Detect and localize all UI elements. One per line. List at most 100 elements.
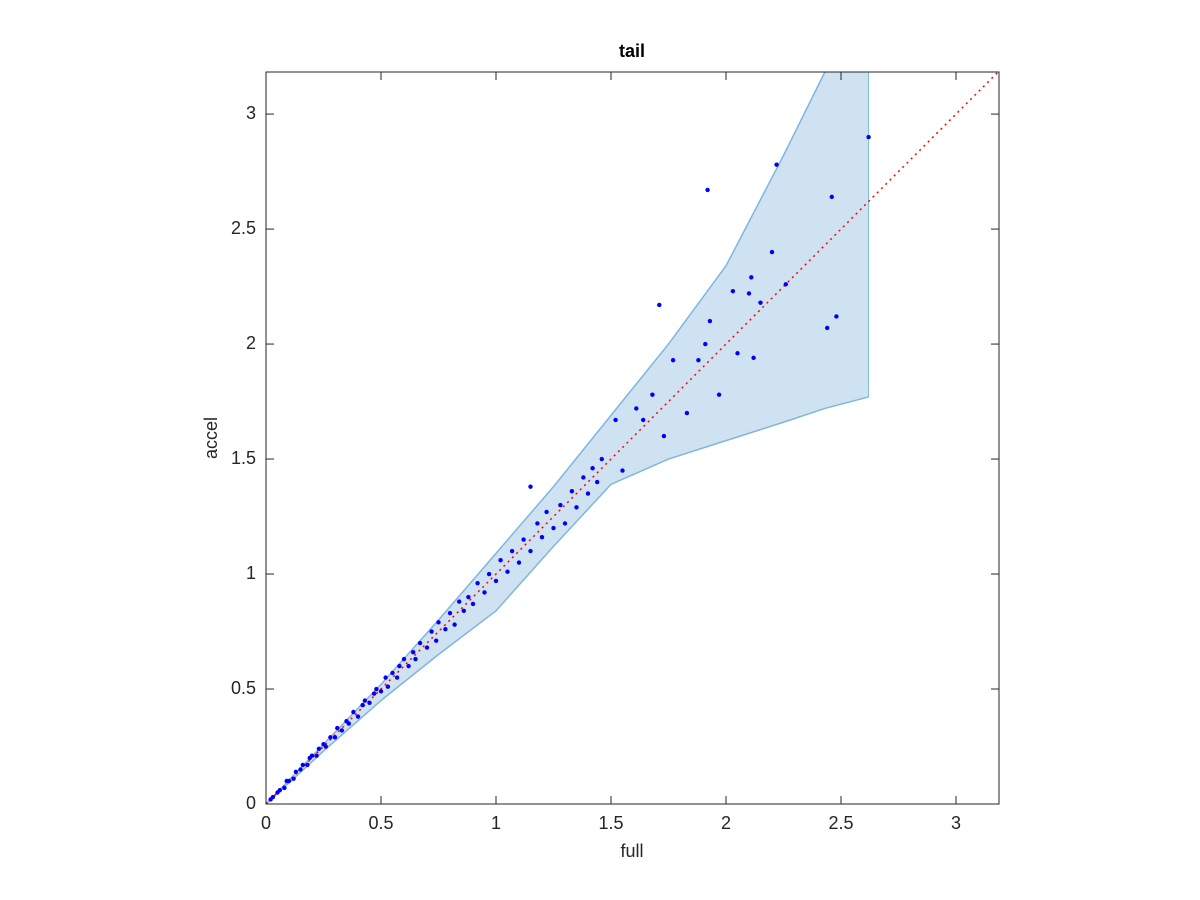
point — [640, 417, 646, 423]
point — [413, 656, 418, 662]
point — [470, 601, 476, 607]
point — [332, 735, 338, 740]
point — [270, 794, 276, 800]
point — [452, 622, 457, 627]
x-tick-label: 0.5 — [368, 813, 393, 833]
point — [581, 475, 586, 480]
plot-area — [266, 72, 999, 804]
point — [657, 302, 662, 308]
point — [355, 714, 361, 719]
point — [746, 291, 752, 296]
point — [397, 663, 402, 669]
point — [293, 769, 299, 775]
point — [774, 162, 779, 167]
point — [385, 684, 391, 689]
point — [346, 721, 351, 726]
point — [406, 663, 411, 669]
point — [401, 656, 407, 662]
point — [829, 194, 834, 200]
point — [383, 675, 388, 680]
point — [475, 581, 480, 586]
point — [360, 702, 365, 708]
point — [684, 410, 690, 416]
point — [410, 650, 416, 655]
point — [516, 560, 522, 565]
point — [620, 468, 625, 473]
point — [735, 351, 740, 356]
point — [749, 275, 754, 280]
point — [769, 249, 775, 255]
point — [298, 767, 303, 772]
y-tick-label: 3 — [246, 103, 256, 123]
point — [562, 521, 568, 526]
point — [716, 392, 722, 397]
point — [783, 282, 788, 287]
point — [670, 357, 676, 363]
point — [351, 709, 356, 715]
y-tick-label: 0.5 — [231, 678, 256, 698]
point — [300, 762, 305, 768]
point — [613, 417, 618, 423]
point — [433, 638, 439, 643]
point — [394, 675, 400, 680]
point — [367, 700, 372, 706]
chart-title: tail — [619, 41, 645, 61]
point — [539, 535, 545, 540]
y-tick-label: 1 — [246, 563, 256, 583]
y-tick-label: 2.5 — [231, 218, 256, 238]
y-tick-label: 2 — [246, 333, 256, 353]
point — [417, 640, 423, 646]
point — [590, 466, 595, 471]
point — [521, 537, 526, 542]
point — [650, 392, 655, 397]
point — [282, 785, 287, 791]
point — [558, 502, 563, 508]
point — [574, 505, 579, 510]
point — [599, 456, 604, 462]
point — [277, 788, 282, 793]
point — [461, 608, 466, 614]
point — [585, 491, 591, 496]
point — [705, 187, 710, 193]
point — [371, 691, 377, 696]
axes-box — [265, 71, 1000, 805]
band-fill — [266, 72, 869, 804]
point — [493, 578, 499, 584]
point — [286, 778, 292, 784]
point — [482, 590, 487, 595]
point — [443, 627, 448, 632]
point — [390, 670, 395, 676]
point — [707, 318, 713, 324]
point — [486, 571, 492, 577]
point — [339, 728, 345, 733]
point — [323, 744, 328, 749]
y-tick-label: 1.5 — [231, 448, 256, 468]
point — [291, 776, 296, 781]
point — [551, 525, 556, 531]
point — [429, 629, 434, 634]
point — [362, 698, 368, 703]
point — [661, 433, 667, 439]
x-tick-label: 2.5 — [828, 813, 853, 833]
point — [305, 762, 310, 768]
point — [834, 314, 839, 319]
point — [730, 288, 736, 294]
point — [505, 569, 510, 574]
point — [634, 406, 639, 411]
point — [751, 355, 756, 361]
point — [314, 753, 319, 758]
x-tick-label: 1 — [491, 813, 501, 833]
point — [569, 489, 575, 494]
point — [466, 594, 471, 600]
point — [328, 735, 333, 740]
x-axis-label: full — [620, 841, 643, 861]
point — [335, 725, 340, 731]
point — [696, 357, 701, 363]
point — [378, 689, 384, 694]
point — [528, 548, 533, 554]
point — [535, 521, 540, 526]
point — [703, 341, 708, 347]
point — [456, 599, 462, 604]
band-upper — [266, 72, 826, 804]
